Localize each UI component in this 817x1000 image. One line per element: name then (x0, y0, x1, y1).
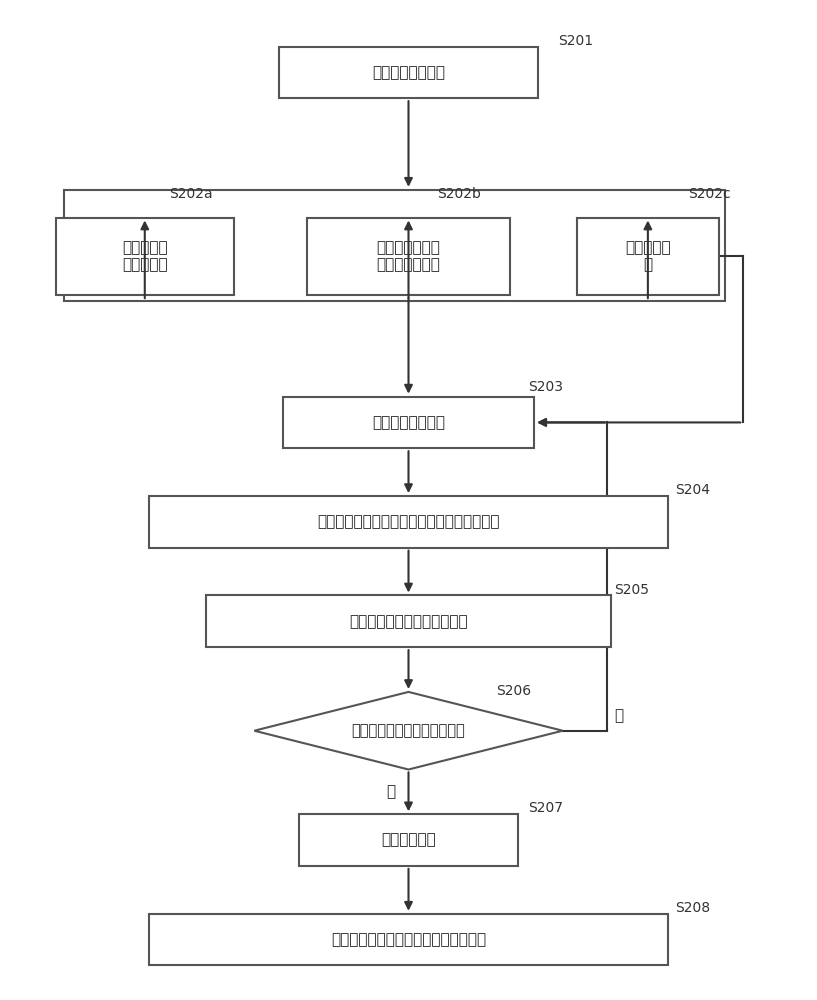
Text: 是: 是 (386, 784, 395, 799)
Text: S204: S204 (675, 483, 710, 497)
Text: S206: S206 (496, 684, 531, 698)
Text: 接收横屏开播指令: 接收横屏开播指令 (372, 415, 445, 430)
Text: 向直播平台发送所述横屏的多媒体文件: 向直播平台发送所述横屏的多媒体文件 (331, 932, 486, 947)
Text: S205: S205 (614, 582, 650, 596)
Text: 触发横屏开播指令: 触发横屏开播指令 (372, 65, 445, 80)
Text: 检测手机侧
面倾斜角度: 检测手机侧 面倾斜角度 (122, 240, 167, 273)
FancyBboxPatch shape (307, 218, 510, 295)
Text: S203: S203 (529, 380, 564, 394)
Text: S208: S208 (675, 901, 710, 915)
Text: 锁定录制模式: 锁定录制模式 (381, 833, 436, 848)
FancyBboxPatch shape (56, 218, 234, 295)
FancyBboxPatch shape (149, 914, 668, 965)
Text: 识别多媒体画面
中人体双臂动作: 识别多媒体画面 中人体双臂动作 (377, 240, 440, 273)
FancyBboxPatch shape (206, 595, 611, 647)
Text: S207: S207 (529, 801, 564, 815)
FancyBboxPatch shape (64, 190, 725, 301)
Text: 解析语音信
息: 解析语音信 息 (625, 240, 671, 273)
Text: 发出使用横屏录制的提示信息: 发出使用横屏录制的提示信息 (349, 614, 468, 629)
Text: S202a: S202a (169, 187, 212, 201)
FancyBboxPatch shape (299, 814, 518, 866)
FancyBboxPatch shape (149, 496, 668, 548)
Text: S201: S201 (559, 34, 594, 48)
FancyBboxPatch shape (279, 47, 538, 98)
Text: 否: 否 (614, 708, 623, 723)
FancyBboxPatch shape (577, 218, 719, 295)
FancyBboxPatch shape (283, 397, 534, 448)
Text: 根据所述横屏开播指令录制横屏的多媒体文件: 根据所述横屏开播指令录制横屏的多媒体文件 (317, 514, 500, 529)
Text: S202b: S202b (437, 187, 480, 201)
Polygon shape (254, 692, 563, 769)
Text: S202c: S202c (689, 187, 731, 201)
Text: 录制时长大于预设锁定时长？: 录制时长大于预设锁定时长？ (351, 723, 466, 738)
